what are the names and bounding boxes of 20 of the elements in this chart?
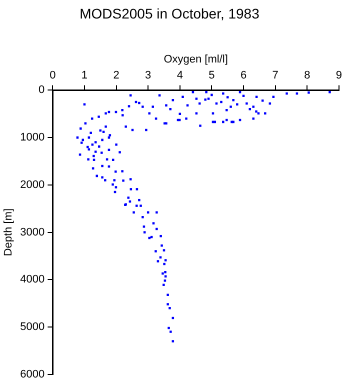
x-axis-title: Oxygen [ml/l]: [164, 53, 228, 66]
y-tick-label: 3000: [20, 226, 45, 238]
x-tick-label: 3: [145, 70, 152, 82]
x-tick-label: 0: [50, 70, 56, 82]
x-tick-label: 8: [304, 70, 310, 82]
y-tick-label: 5000: [20, 321, 45, 334]
y-tick-label: 0: [38, 84, 45, 96]
chart-title: MODS2005 in October, 1983: [80, 5, 260, 22]
y-tick-label: 2000: [20, 178, 45, 191]
x-tick-label: 6: [240, 70, 247, 82]
x-tick-label: 5: [208, 70, 215, 82]
x-tick-label: 1: [81, 70, 88, 82]
y-tick-label: 6000: [20, 368, 45, 380]
y-tick-label: 1000: [20, 132, 45, 144]
x-tick-label: 4: [176, 70, 183, 82]
x-tick-label: 9: [336, 70, 342, 82]
y-tick-label: 4000: [20, 274, 45, 286]
x-tick-label: 2: [113, 70, 120, 82]
x-tick-label: 7: [272, 70, 278, 82]
y-axis-title: Depth [m]: [2, 208, 15, 256]
